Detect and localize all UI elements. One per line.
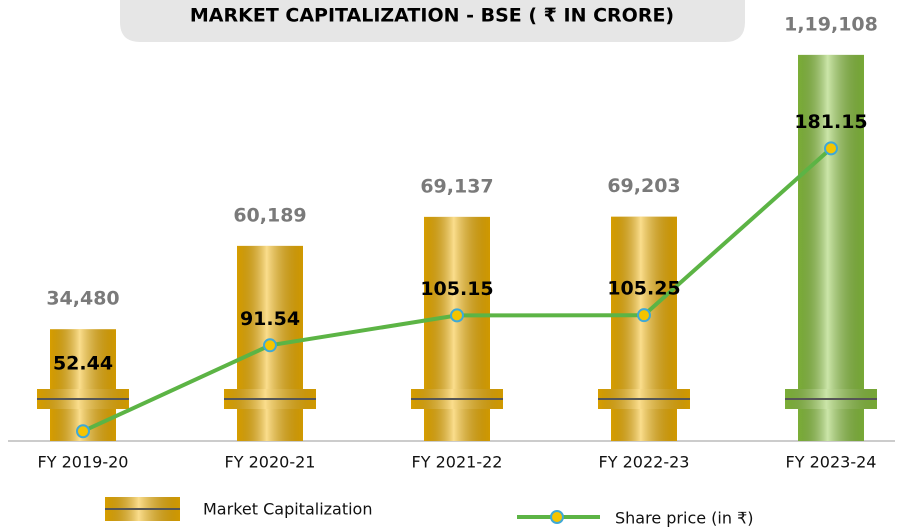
bar-value-label: 60,189 <box>233 204 306 226</box>
bar-value-label: 69,137 <box>420 175 493 197</box>
x-tick-label: FY 2020-21 <box>225 453 316 472</box>
line-value-label: 181.15 <box>794 111 867 133</box>
legend-label: Share price (in ₹) <box>615 509 754 528</box>
bar-value-label: 69,203 <box>607 175 680 197</box>
line-marker <box>77 425 89 437</box>
bar-value-label: 1,19,108 <box>784 13 878 35</box>
x-tick-label: FY 2019-20 <box>38 453 129 472</box>
x-tick-label: FY 2021-22 <box>412 453 503 472</box>
line-marker <box>264 339 276 351</box>
x-tick-label: FY 2022-23 <box>599 453 690 472</box>
line-marker <box>451 309 463 321</box>
chart-title: MARKET CAPITALIZATION - BSE ( ₹ IN CRORE… <box>190 5 674 27</box>
bar-shine <box>50 329 116 441</box>
line-value-label: 105.25 <box>607 278 680 300</box>
chart: MARKET CAPITALIZATION - BSE ( ₹ IN CRORE… <box>0 0 902 531</box>
x-tick-label: FY 2023-24 <box>786 453 877 472</box>
bar-value-label: 34,480 <box>46 288 119 310</box>
line-marker <box>638 309 650 321</box>
line-marker <box>825 142 837 154</box>
legend-label: Market Capitalization <box>203 500 372 519</box>
line-value-label: 52.44 <box>53 353 113 375</box>
line-value-label: 91.54 <box>240 308 300 330</box>
line-value-label: 105.15 <box>420 278 493 300</box>
legend-marker <box>551 511 563 523</box>
